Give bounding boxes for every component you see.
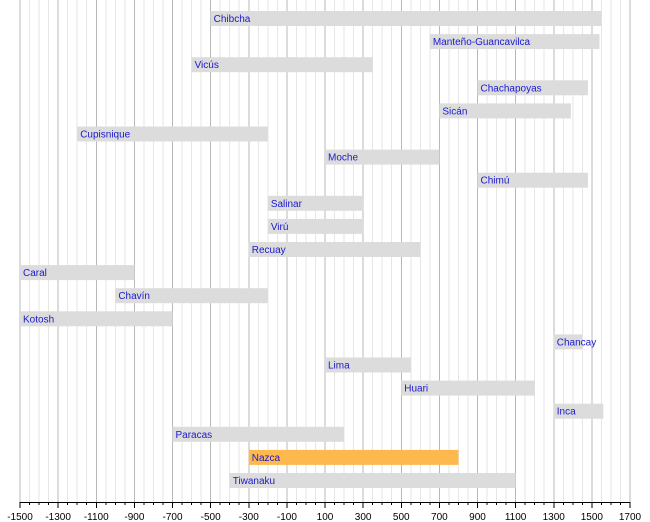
x-tick-label: 500 xyxy=(393,512,410,522)
bar-chibcha xyxy=(210,11,602,26)
bar-chim- xyxy=(477,172,589,188)
bar-label: Chancay xyxy=(557,337,596,348)
bar-moche xyxy=(325,149,440,165)
bars: Chibcha Manteño-Guancavilca Vicús Chachapoy… xyxy=(20,11,604,488)
x-tick-label: 1100 xyxy=(505,512,527,522)
bar-label: Nazca xyxy=(252,453,281,464)
bar-label: Virú xyxy=(271,222,289,233)
bar-recuay xyxy=(248,242,421,257)
bar-sic-n xyxy=(439,103,571,119)
bar-label: Inca xyxy=(557,407,576,418)
bar-tiwanaku xyxy=(229,473,516,488)
bar-label: Moche xyxy=(328,153,358,164)
bar-label: Salinar xyxy=(271,199,303,210)
x-tick-label: 1300 xyxy=(543,512,566,522)
x-axis: -1500 -1300 -1100 -900 -700 -500 -300 -100 100 30… xyxy=(7,502,642,522)
bar-label: Chachapoyas xyxy=(481,83,542,94)
bar-huari xyxy=(401,380,535,396)
bar-nazca xyxy=(248,449,459,465)
bar-label: Vicús xyxy=(195,60,219,71)
bar-vic-s xyxy=(191,57,373,73)
x-tick-label: -100 xyxy=(277,512,297,522)
x-tick-label: 300 xyxy=(355,512,372,522)
x-tick-label: 1700 xyxy=(619,512,642,522)
bar-chancay xyxy=(553,334,583,350)
bar-vir- xyxy=(267,218,364,234)
bar-label: Tiwanaku xyxy=(233,476,275,487)
x-tick-label: -300 xyxy=(239,512,259,522)
bar-paracas xyxy=(172,426,345,442)
bar-kotosh xyxy=(20,311,173,327)
grid xyxy=(19,0,631,502)
bar-label: Lima xyxy=(328,361,350,372)
x-tick-label: -1500 xyxy=(7,512,33,522)
x-tick-label: 1500 xyxy=(581,512,604,522)
x-tick-label: 100 xyxy=(317,512,334,522)
bar-label: Manteño-Guancavilca xyxy=(433,37,531,48)
bar-label: Sicán xyxy=(442,106,467,117)
bar-mante-o-guancavilca xyxy=(429,34,600,50)
bar-label: Chavín xyxy=(118,291,150,302)
x-tick-label: -700 xyxy=(162,512,182,522)
x-tick-label: -900 xyxy=(124,512,144,522)
bar-label: Chibcha xyxy=(214,14,251,25)
bar-chachapoyas xyxy=(477,80,589,96)
bar-salinar xyxy=(267,195,364,211)
bar-caral xyxy=(20,265,135,281)
x-tick-label: 700 xyxy=(431,512,448,522)
x-tick-label: -1300 xyxy=(45,512,71,522)
bar-chav-n xyxy=(115,288,268,304)
bar-label: Kotosh xyxy=(23,314,54,325)
bar-cupisnique xyxy=(77,126,268,142)
bar-label: Recuay xyxy=(252,245,286,256)
bar-label: Chimú xyxy=(481,176,510,187)
bar-label: Paracas xyxy=(176,430,213,441)
x-tick-label: -500 xyxy=(201,512,221,522)
bar-inca xyxy=(553,403,604,419)
x-tick-label: -1100 xyxy=(84,512,109,522)
bar-lima xyxy=(325,357,411,373)
bar-label: Caral xyxy=(23,268,47,279)
bar-label: Cupisnique xyxy=(80,130,130,141)
x-tick-label: 900 xyxy=(469,512,486,522)
bar-label: Huari xyxy=(404,384,428,395)
